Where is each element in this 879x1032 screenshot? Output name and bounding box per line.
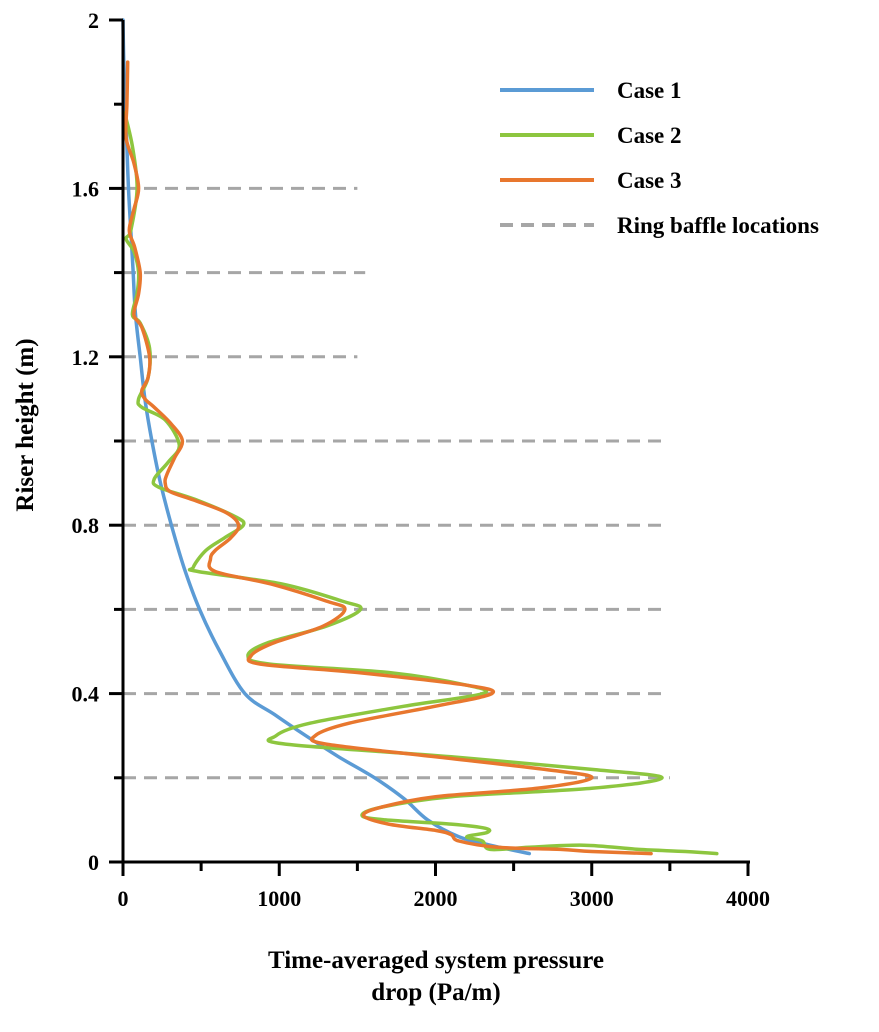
baffle-lines-layer	[123, 186, 670, 780]
y-axis-title: Riser height (m)	[12, 338, 39, 511]
x-tick-label-2: 2000	[414, 886, 458, 911]
x-tick-label-1: 1000	[257, 886, 301, 911]
legend-label-0: Case 1	[617, 78, 682, 103]
y-tick-label-5: 2	[88, 8, 99, 33]
y-tick-label-4: 1.6	[72, 176, 100, 201]
y-tick-label-0: 0	[88, 850, 99, 875]
ticks-layer: 0 1000 2000 3000 4000 0 0.4 0.8 1.2 1.6 2	[72, 8, 771, 911]
legend-label-1: Case 2	[617, 123, 682, 148]
legend: Case 1 Case 2 Case 3 Ring baffle locations	[500, 78, 819, 238]
series-line-case-3	[123, 60, 653, 856]
series-layer	[121, 18, 719, 856]
legend-label-2: Case 3	[617, 168, 682, 193]
x-tick-label-4: 4000	[726, 886, 770, 911]
x-axis-title-line-2: drop (Pa/m)	[371, 979, 500, 1006]
x-axis-title-line-1: Time-averaged system pressure	[268, 947, 604, 974]
y-tick-label-1: 0.4	[72, 682, 100, 707]
y-tick-label-2: 0.8	[72, 513, 100, 538]
y-tick-label-3: 1.2	[72, 345, 100, 370]
legend-label-3: Ring baffle locations	[617, 213, 819, 238]
x-tick-label-3: 3000	[570, 886, 614, 911]
x-tick-label-0: 0	[118, 886, 129, 911]
series-line-case-1	[121, 18, 532, 856]
